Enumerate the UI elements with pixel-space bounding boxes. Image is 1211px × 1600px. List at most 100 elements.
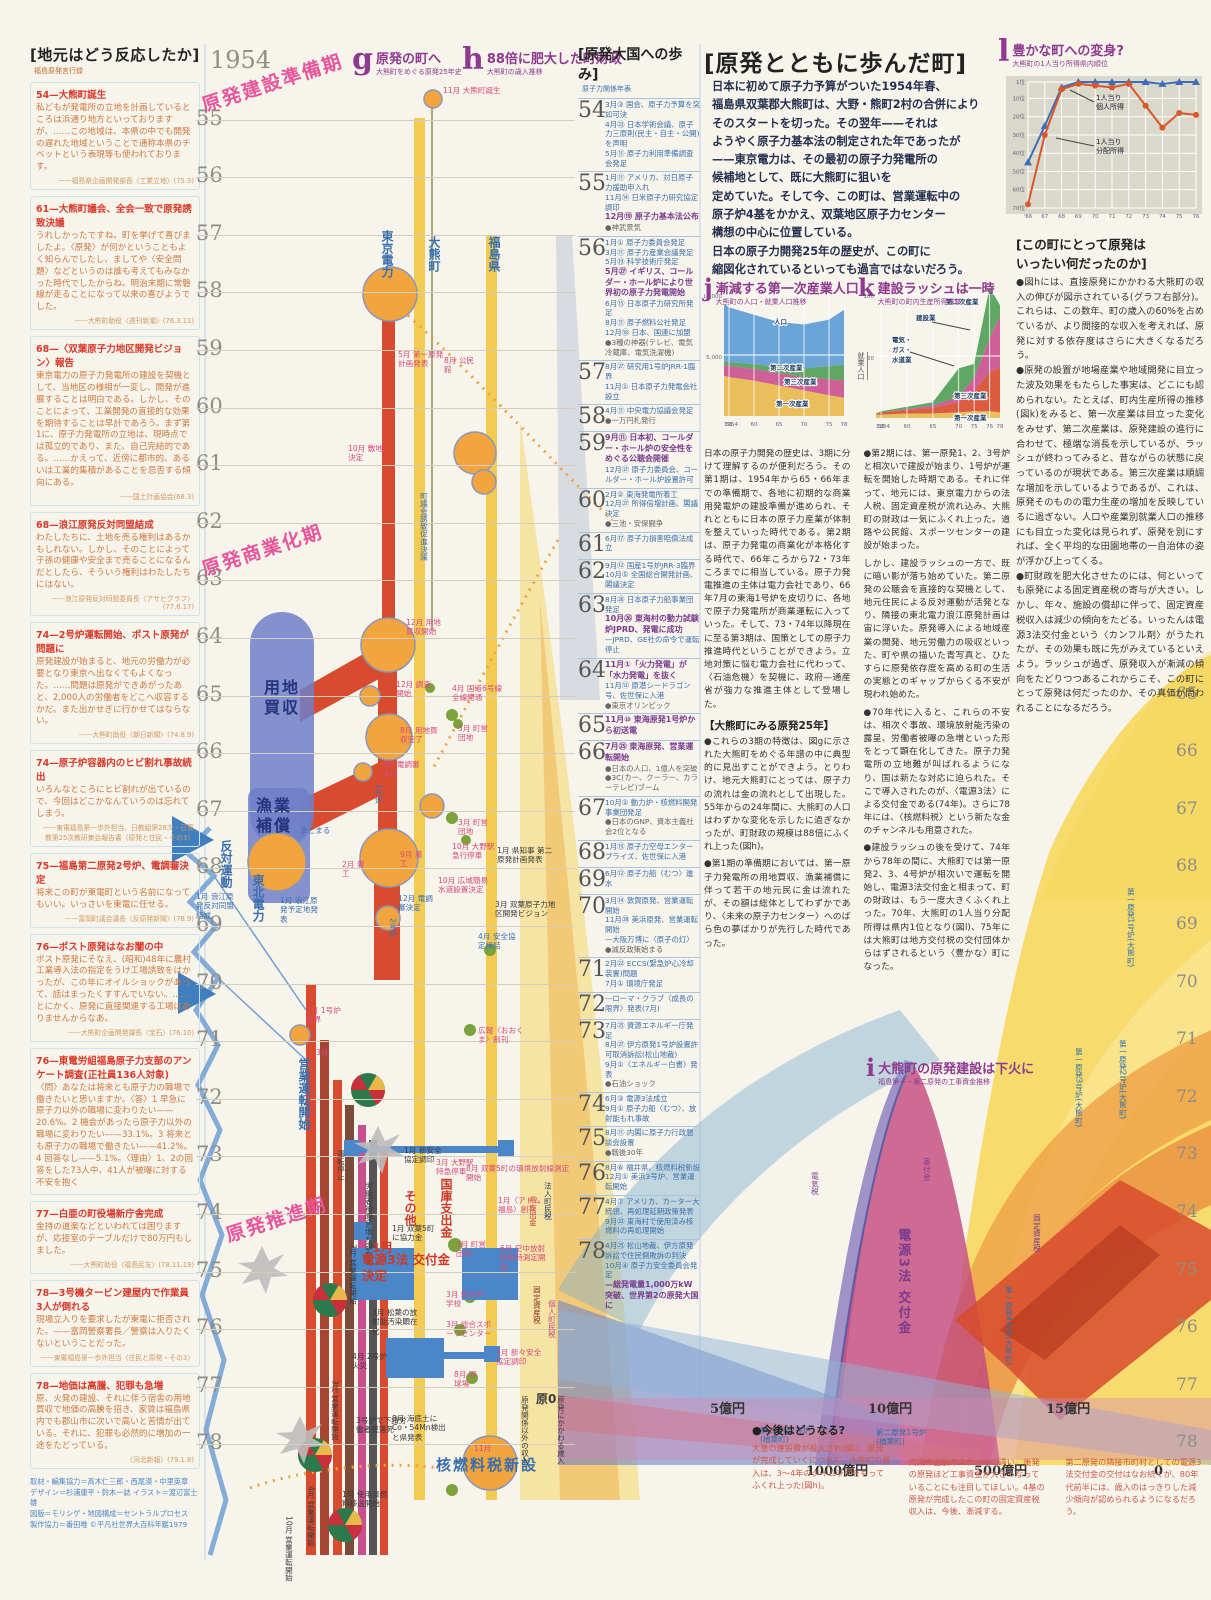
japan-year-group: 66 7月㉕ 東海原発、営業運転開始 ●日本の人口、1億人を突破 ●3C(カー、クーラ… [578,740,700,792]
japan-event: 12月㉗ 所得倍増計画、閣議決定 [605,499,699,519]
employment-label: 就業人口 [856,352,868,380]
japan-event: 11月㉘ 美浜原発、営業運転開始 [605,915,699,935]
japan-year-group: 67 10月② 動力炉・核燃料開発事業団発足 ●日本のGNP、資本主義社会2位となる [578,795,700,837]
timeline-label: 1月 使用済燃料移送開始 [342,1490,388,1509]
japan-event: 6月③ 電源3法成立 [605,1094,668,1104]
svg-text:70: 70 [1092,214,1099,220]
svg-text:30位: 30位 [1013,131,1026,139]
svg-text:電気・: 電気・ [892,335,912,344]
quote-entry: 76—ポスト原発はなお闇の中 ポスト原発にそなえ、(昭和)48年に農村工業導入法の… [30,933,200,1042]
year-label: 60 [196,393,223,418]
timeline-label: 法人町民税 [543,1182,553,1220]
section-g-letter: g [352,42,373,77]
svg-text:1位: 1位 [1016,78,1025,86]
japan-event: 10月㉖ 東海村の動力試験炉JPRD、発電に成功 [605,614,699,634]
year-label-right: 73 [1176,1144,1198,1165]
timeline-label: 2号炉 [388,918,398,939]
chart-income-rank: l 豊かな町への変身? 大熊町の1人当り所得県内順位 '66 67 68 69 70 71 7… [998,37,1208,232]
local-reaction-column: [地元はどう反応したか] 福島原発言行録 54—大熊町誕生 私どもが発電所の立地を… [30,44,200,1531]
timeline-label: 第一原発1号炉(大熊町) [1126,888,1136,968]
japan-year-group: 69 6月⑫ 原子力船〈むつ〉進水 [578,866,700,891]
credit-line: 図版＝モリシゲ・地図構成＝セントラルプロセス [30,1509,189,1519]
japan-year-group: 78 4月㉕ 松山地裁、伊方原発訴訟で住民側敗訴の判決 10月④ 原子力安全委員会発… [578,1239,700,1311]
japan-year-group: 65 11月⑩ 東海原発1号炉から初送電 [578,713,700,737]
svg-text:67: 67 [1041,214,1048,220]
year-label: 78 [196,1430,223,1455]
year-label-right: 75 [1176,1259,1198,1280]
svg-text:72: 72 [1125,214,1132,220]
svg-text:60: 60 [904,424,911,430]
japan-year-group: 64 11月①「火力発電」が「水力発電」を抜く 11月⑫ 原潜シードラゴン号、佐世保… [578,658,700,710]
timeline-label: 1月 双葉5町に協力金 [392,1224,435,1243]
svg-text:10位: 10位 [1013,94,1026,102]
timeline-label: 4月 国道6号線全線開通 [452,684,503,703]
japan-event: ●一万円札発行 [605,416,656,426]
timeline-label: 2月 着工 [342,860,365,879]
future-note: ●今後はどうなる? 大量の建設費が投入され(図i)、原発が完成していくにつれて、… [752,1422,1204,1517]
timeline-label: 8月 野球場 [454,1370,477,1389]
timeline-label: 県支出金 [528,1196,538,1227]
timeline-label: 1月 県知事 第二原発計画発表 [497,846,553,865]
credits: 取材・編集協力＝高木仁三郎・西尾漠・中里英章 デザイン＝杉浦康平・鈴木一誌 イラス… [30,1477,200,1531]
svg-text:60: 60 [751,422,758,428]
svg-text:70: 70 [801,422,808,428]
svg-text:第三次産業: 第三次産業 [784,377,817,386]
svg-text:40位: 40位 [1013,149,1026,157]
svg-text:ガス・: ガス・ [892,345,912,354]
timeline-label: 用地買収 [264,678,301,717]
timeline-label: 1000億円 [806,1464,869,1479]
japan-event: 3月③ 国会、原子力予算を突如可決 [605,100,700,119]
japan-entries: 54 3月③ 国会、原子力予算を突如可決 4月㉓ 日本学術会議、原子力三原則(民主・… [578,98,700,1312]
japan-event: 6月⑰ 原子力損害賠償法成立 [605,533,694,553]
timeline-label: 個人町民税 [547,1300,557,1338]
japan-event: ●3種の神器(テレビ、電気冷蔵庫、電気洗濯機) [605,337,693,357]
svg-text:100: 100 [864,294,875,300]
article-paragraph: 日本の原子力開発の歴史は、3期に分けて理解するのが便利だろう。その第1期は、19… [704,449,851,710]
year-label-right: 68 [1176,856,1198,877]
japan-event: 5月⑲ 科学技術庁発足 [605,257,679,267]
japan-event: 5月⑪ 原子力利用準備調査会発足 [605,148,694,168]
timeline-label: 核燃料税新設 [436,1456,539,1474]
timeline-label: 第二原発1号炉(楢葉町) [876,1428,927,1447]
japan-event: 2月㉒ ECCS(緊急炉心冷却装置)問題 [605,959,694,979]
japan-event: 10月② 動力炉・核燃料開発事業団発足 [605,797,698,817]
japan-year-group: 58 4月⑪ 中央電力協議会発足 ●一万円札発行 [578,404,700,428]
japan-event: ●日本のGNP、資本主義社会2位となる [605,817,694,837]
timeline-label: 1月 浪江原発反対同盟結成 [196,892,234,920]
year-label: 72 [196,1084,223,1109]
timeline-label: 3月 [316,1048,329,1057]
quote-entry: 78—地価は高騰、犯罪も急増 原、火発の建設、それに伴う宿舎の用地買収で地価の高騰… [30,1372,200,1469]
timeline-label: 4月 安全協定締結 [478,932,516,951]
japan-timeline-column: [原発大国への歩み] 原子力関係年表 54 3月③ 国会、原子力予算を突如可決 4月… [578,44,700,1312]
timeline-label: 反対運動 [219,840,233,888]
japan-event: 12月① 美浜3号炉、営業運転開始 [605,1172,695,1192]
quote-entry: 74—原子炉容器内のヒビ割れ事故続出 いろんなところにヒビ割れが出ているので、今回… [30,750,200,847]
year-label-right: 71 [1176,1029,1198,1050]
article-paragraph: ●第1期の準備期においては、第一原子力発電所の用地買収、漁業補償に伴って若干の地… [704,859,851,949]
year-label: 57 [196,220,223,245]
timeline-label: 4月 2号炉火災 [352,1352,387,1371]
timeline-label: 10月 敷地決定 [348,444,383,463]
credit-line: 製作協力＝番田唯 ©平凡社世界大百科年鑑1979 [30,1520,188,1530]
quote-entry: 75—福島第二原発2号炉、電調審決定 将来この町が東電町という名前になってもいい。… [30,852,200,928]
japan-year-group: 74 6月③ 電源3法成立 9月① 原子力船〈むつ〉、放射能もれ事故 [578,1092,700,1123]
japan-event: ●減反政策始まる [605,944,664,954]
timeline-label: 第一原発4号炉(大熊町) [1004,1286,1014,1366]
timeline-label: 4月 営業運転開始 [306,1486,316,1547]
section-g-title: 原発の町へ [375,52,441,67]
svg-text:69: 69 [1075,214,1082,220]
timeline-label: 国庫支出金 [439,1178,453,1238]
timeline-label: 500億円 [974,1464,1028,1479]
japan-year-group: 62 9月⑫ 国産1号炉JRR-3臨界 10月⑤ 全国総合開発計画、閣議決定 [578,558,700,590]
year-label: 71 [196,1027,223,1052]
quote-entry: 61—大熊町議会、全会一致で原発誘致決議 うれしかったですね。町を挙げて喜びました… [30,196,200,331]
future-note-col1: 大量の建設費が投入され(図i)、原発が完成していくにつれて、大熊町の歳入は、3〜… [752,1443,891,1490]
year-label: 61 [196,451,223,476]
japan-year-group: 72 —ローマ・クラブ〈成長の限界〉発表(7月) [578,991,700,1016]
svg-text:10,000: 10,000 [704,294,722,300]
svg-text:73: 73 [1142,214,1149,220]
timeline-label: 第二原発2号炉(楢葉町) [760,1426,811,1445]
timeline-label: 福島県 [487,236,501,272]
japan-event: ●神武景気 [605,222,642,232]
